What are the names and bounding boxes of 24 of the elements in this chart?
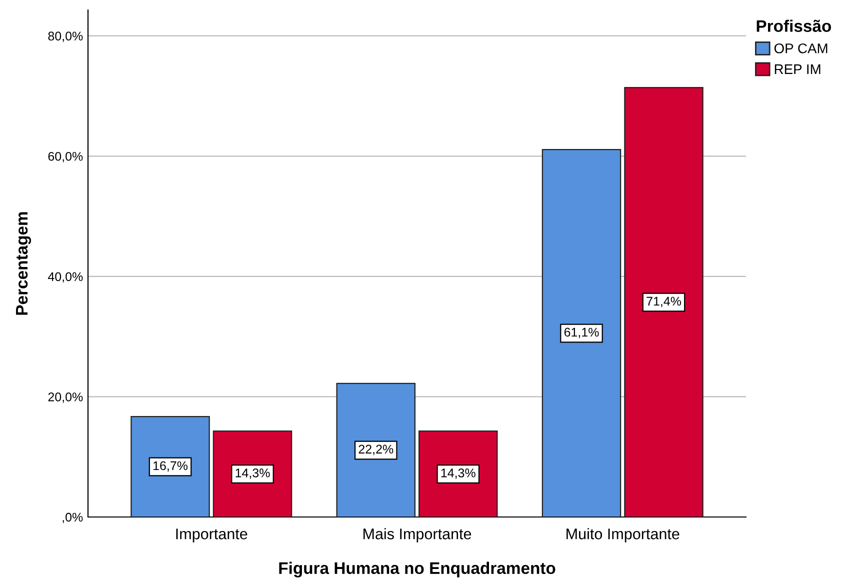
y-tick-label: 80,0% [48,32,83,42]
y-tick-label: 20,0% [48,392,83,403]
legend-title: Profissão [756,20,832,32]
x-tick-label: Mais Importante [363,528,472,542]
bar [624,87,704,517]
x-tick-label: Muito Importante [566,528,680,542]
data-label: 16,7% [153,461,188,472]
data-label: 61,1% [564,328,599,338]
data-label: 14,3% [441,468,476,479]
data-label: 71,4% [646,296,682,308]
legend-label: OP CAM [774,43,828,54]
bar [130,416,210,517]
data-label: 14,3% [236,468,270,479]
y-tick-label: ,0% [62,512,83,524]
x-tick-label: Importante [176,528,248,542]
y-axis-title: Percentagem [16,212,32,315]
bar [418,430,498,517]
data-label: 22,2% [358,444,394,456]
x-axis-title: Figura Humana no Enquadramento [279,562,556,578]
bar [542,148,622,517]
bar [336,382,416,517]
legend-label: REP IM [774,64,820,74]
y-tick-label: 60,0% [48,152,83,162]
y-tick-label: 40,0% [48,272,83,283]
